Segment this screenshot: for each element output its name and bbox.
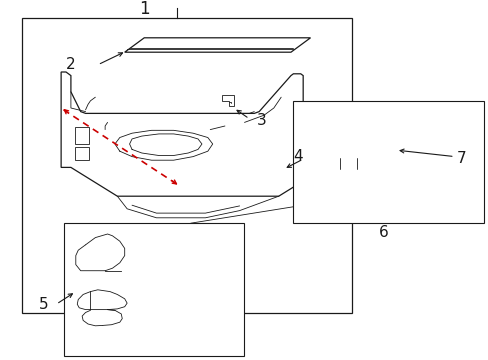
Text: 1: 1 — [139, 0, 149, 18]
Text: 7: 7 — [456, 151, 466, 166]
Text: 4: 4 — [293, 149, 303, 164]
Bar — [75, 127, 89, 144]
Bar — [293, 101, 483, 223]
Bar — [75, 147, 89, 160]
Bar — [63, 223, 244, 356]
Text: 5: 5 — [39, 297, 49, 312]
Text: 3: 3 — [256, 113, 266, 128]
Text: 6: 6 — [378, 225, 388, 240]
Bar — [22, 18, 351, 313]
Text: 2: 2 — [66, 57, 76, 72]
